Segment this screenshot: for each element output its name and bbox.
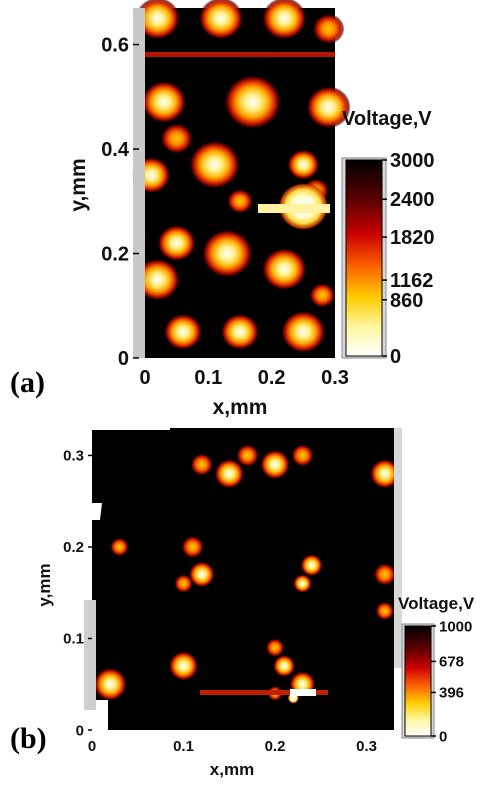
heatmap-b-spot [291, 444, 314, 467]
heatmap-a-spot [198, 0, 244, 40]
heatmap-b-streak-hot [290, 689, 316, 696]
colorbar-b-tick-label: 678 [439, 654, 464, 671]
heatmap-b-spot [236, 444, 259, 467]
heatmap-b-spot [300, 554, 323, 577]
heatmap-a-y-tick-label: 0.4 [101, 139, 130, 161]
colorbar-b-tick-label: 396 [439, 685, 464, 702]
heatmap-b-x-tick-label: 0 [88, 738, 96, 755]
heatmap-b-spot [174, 574, 193, 593]
heatmap-a-spot [135, 258, 180, 301]
heatmap-b-spot [293, 574, 312, 593]
heatmap-a-spot [306, 86, 351, 129]
heatmap-b-spot [260, 449, 290, 480]
heatmap-a-y-ticks: 0 0.2 0.4 0.6 [101, 35, 139, 370]
heatmap-a-spot [202, 229, 253, 278]
colorbar-b-tick-label: 1000 [439, 618, 472, 635]
colorbar-b-title: Voltage,V [398, 594, 475, 613]
heatmap-a-streak [145, 52, 335, 57]
heatmap-b-spot [189, 561, 215, 588]
heatmap-a-spot [262, 248, 307, 291]
colorbar-b-tick-label: 0 [439, 728, 447, 745]
heatmap-a-x-axis-label: x,mm [213, 396, 268, 419]
panel-a: 0 0.2 0.4 0.6 0 0.1 0.2 0.3 y,mm x,mm (a) Volt… [10, 0, 435, 419]
heatmap-a-spot [262, 0, 307, 40]
heatmap-a-spots [132, 0, 351, 353]
heatmap-b-spot [190, 453, 213, 476]
heatmap-a-x-tick-label: 0.3 [321, 367, 349, 389]
heatmap-b-y-tick-label: 0.3 [63, 448, 84, 465]
heatmap-b-x-axis-label: x,mm [210, 760, 254, 779]
heatmap-b-spot [287, 692, 299, 704]
heatmap-b-spot [373, 563, 396, 586]
heatmap-b-x-tick-label: 0.3 [356, 738, 377, 755]
heatmap-a-y-axis-label: y,mm [67, 158, 90, 211]
heatmap-a-spot [157, 225, 196, 262]
colorbar-a-title: Voltage,V [342, 108, 432, 130]
heatmap-a-streak [258, 204, 330, 213]
heatmap-b-x-ticks: 0 0.1 0.2 0.3 [88, 738, 377, 755]
heatmap-a-spot [164, 313, 202, 350]
colorbar-a-tick-label: 2400 [390, 189, 435, 211]
panel-a-label: (a) [10, 366, 45, 399]
heatmap-a-x-tick-label: 0.1 [194, 367, 222, 389]
heatmap-b-streak [200, 690, 328, 695]
heatmap-b-spot [168, 651, 199, 681]
colorbar-b-ticks: 1000 678 396 0 [431, 618, 472, 745]
heatmap-b-x-tick-label: 0.1 [173, 738, 194, 755]
panel-b-label: (b) [10, 722, 47, 755]
heatmap-b-spot [110, 537, 129, 557]
heatmap-a-left-margin [133, 8, 145, 358]
heatmap-b-edge-mask [92, 503, 102, 520]
heatmap-b-left-margin [84, 600, 96, 710]
heatmap-a-spot [221, 313, 259, 350]
heatmap-b-edge-mask [92, 425, 170, 430]
heatmap-a-y-tick-label: 0 [118, 348, 129, 370]
heatmap-b-right-margin [394, 428, 402, 668]
heatmap-b-y-ticks: 0 0.1 0.2 0.3 [63, 448, 92, 739]
colorbar-a-gradient [345, 159, 383, 357]
heatmap-b-x-tick-label: 0.2 [265, 738, 286, 755]
colorbar-a-tick-label: 0 [390, 346, 401, 368]
heatmap-b-spot [181, 535, 204, 558]
colorbar-b-gradient [404, 625, 432, 737]
heatmap-a-x-tick-label: 0 [139, 367, 150, 389]
heatmap-a-spot [141, 80, 187, 124]
heatmap-a-spot [309, 283, 336, 308]
heatmap-b-y-axis-label: y,mm [35, 563, 54, 606]
heatmap-a-spot [189, 140, 241, 189]
heatmap-b-y-tick-label: 0.2 [63, 539, 84, 556]
heatmap-a-spot [160, 123, 193, 154]
heatmap-a-x-tick-label: 0.2 [258, 367, 286, 389]
colorbar-a-tick-label: 1162 [390, 270, 433, 292]
panel-b: 0 0.1 0.2 0.3 0 0.1 0.2 0.3 y,mm x,mm (b) Volt… [10, 425, 475, 779]
heatmap-b-y-tick-label: 0 [76, 722, 84, 739]
heatmap-b-spot [265, 638, 285, 657]
colorbar-a-tick-label: 1820 [390, 227, 435, 249]
heatmap-a-y-tick-label: 0.2 [101, 244, 129, 266]
heatmap-a-spot [135, 0, 180, 40]
heatmap-a-spot [224, 74, 282, 130]
heatmap-b-spot [375, 601, 394, 621]
colorbar-a-tick-label: 3000 [390, 150, 435, 172]
heatmap-a-spot [281, 310, 326, 353]
colorbar-a-tick-label: 860 [390, 290, 423, 312]
heatmap-a-y-tick-label: 0.6 [101, 35, 129, 57]
heatmap-a-spot [227, 189, 253, 214]
heatmap-b-y-tick-label: 0.1 [63, 631, 84, 648]
heatmap-a-spot [287, 149, 320, 180]
heatmap-a-spot [312, 13, 345, 44]
heatmap-a-x-ticks: 0 0.1 0.2 0.3 [139, 367, 348, 389]
heatmap-b-spot [93, 667, 127, 701]
